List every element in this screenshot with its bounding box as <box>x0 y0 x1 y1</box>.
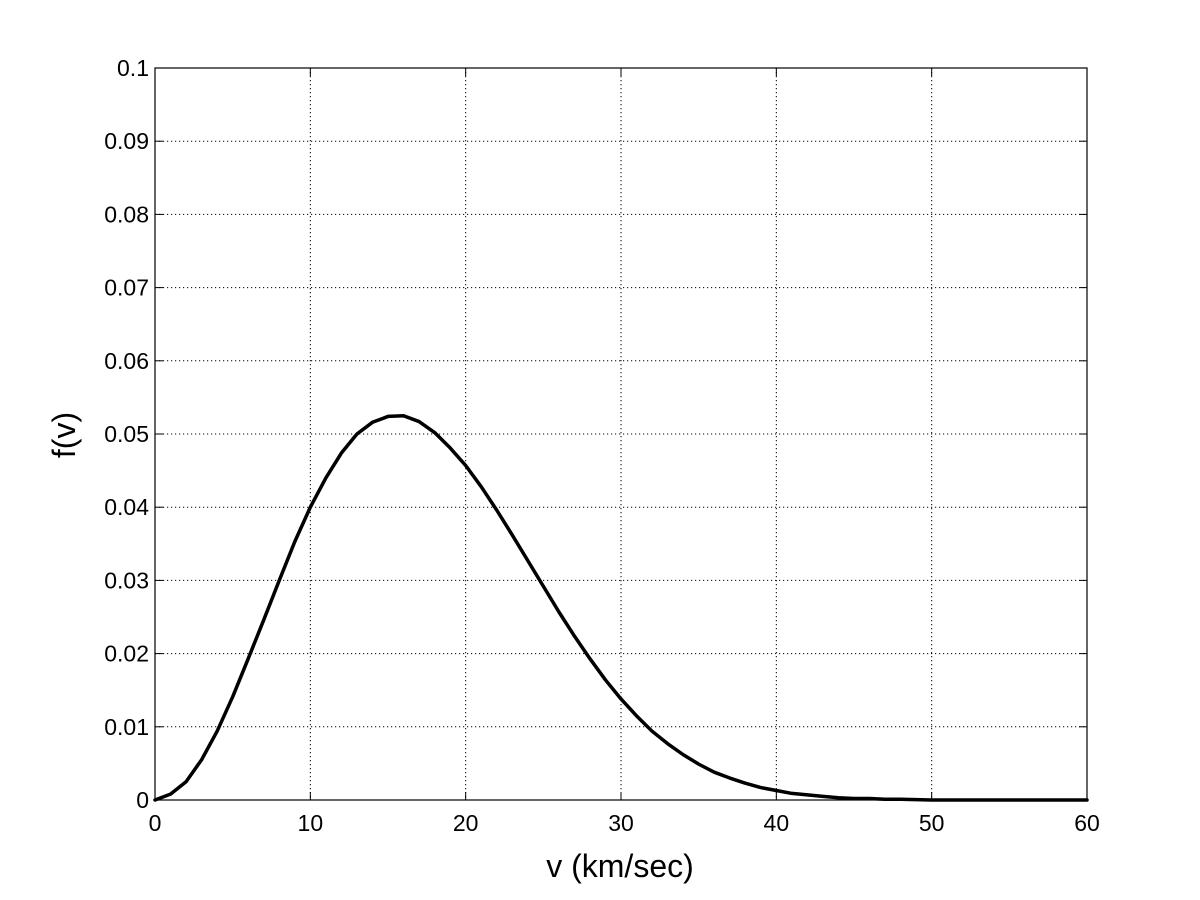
y-tick-label: 0.03 <box>104 567 149 593</box>
grid-lines <box>155 68 1087 800</box>
y-tick-label: 0.07 <box>104 275 149 301</box>
x-tick-label: 30 <box>608 810 634 836</box>
x-axis-label: v (km/sec) <box>546 848 694 884</box>
y-tick-label: 0.04 <box>104 494 149 520</box>
data-series <box>153 413 1089 802</box>
y-tick-label: 0.01 <box>104 714 149 740</box>
x-tick-label: 10 <box>298 810 324 836</box>
series-line-1 <box>153 413 1089 802</box>
y-tick-label: 0.08 <box>104 201 149 227</box>
y-tick-label: 0.05 <box>104 421 149 447</box>
y-tick-label: 0.02 <box>104 641 149 667</box>
x-tick-label: 40 <box>764 810 790 836</box>
y-tick-label: 0 <box>136 787 149 813</box>
x-tick-label: 0 <box>149 810 162 836</box>
axis-ticks <box>154 67 1088 801</box>
x-tick-label: 50 <box>919 810 945 836</box>
x-tick-label: 20 <box>453 810 479 836</box>
y-axis-label: f(v) <box>46 412 82 458</box>
tick-labels: 0 10 20 30 40 50 60 0 0.01 0.02 0.03 0.04 0.05 0.06 0.… <box>104 55 1100 836</box>
x-tick-label: 60 <box>1074 810 1100 836</box>
y-tick-label: 0.1 <box>117 55 149 81</box>
y-tick-label: 0.09 <box>104 128 149 154</box>
y-tick-label: 0.06 <box>104 348 149 374</box>
